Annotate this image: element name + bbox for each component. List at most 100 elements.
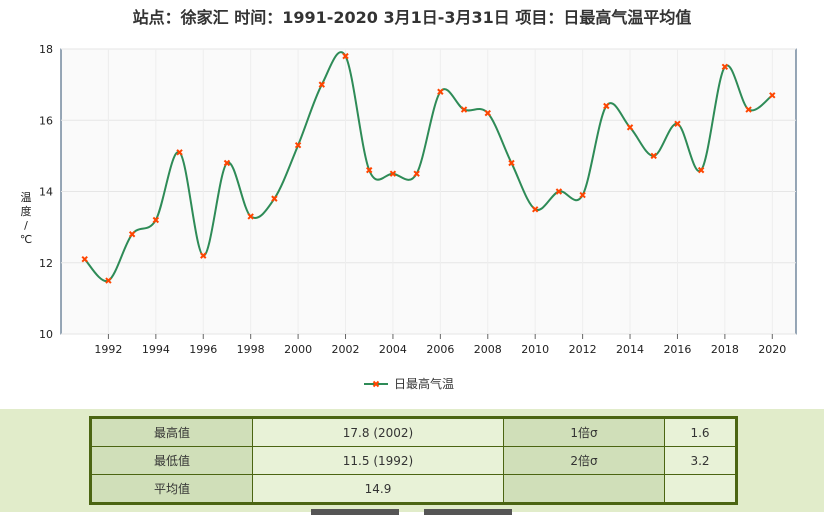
x-tick-label: 2008 [474,343,502,356]
y-tick-label: 14 [39,186,53,199]
marker-stroke [152,216,160,224]
data-point [318,81,326,88]
marker-stroke [200,252,207,259]
data-point [603,102,610,110]
stat-label: 1倍σ [503,417,665,447]
marker-stroke [342,52,349,60]
data-point [128,231,136,238]
y-tick-label: 18 [39,43,53,56]
marker-stroke [531,206,539,213]
action-button[interactable] [424,509,512,515]
marker-stroke [318,81,326,88]
data-point [460,106,468,113]
x-tick-label: 1994 [142,343,170,356]
stat-value: 17.8 (2002) [252,417,504,447]
data-point [223,159,231,167]
marker-stroke [603,102,610,110]
y-axis-label-char: ℃ [20,233,32,246]
x-tick-label: 2012 [569,343,597,356]
marker-stroke [745,106,752,113]
x-tick-label: 2010 [521,343,549,356]
x-tick-label: 2002 [332,343,360,356]
stats-table: 最高值 17.8 (2002) 1倍σ 1.6 最低值 11.5 (1992) … [89,416,738,505]
data-point [674,120,681,128]
data-point [247,213,254,220]
data-point [508,159,515,167]
y-tick-label: 10 [39,328,53,341]
data-point [745,106,752,113]
stat-value [664,474,737,504]
data-point [579,191,586,199]
marker-stroke [437,88,444,95]
data-point [721,63,729,71]
x-tick-label: 2020 [758,343,786,356]
marker-stroke [247,213,254,220]
y-axis-label-char: 度 [21,204,32,218]
marker-stroke [81,255,88,263]
y-axis-label: 温度/℃ [20,191,32,246]
marker-stroke [105,277,112,284]
marker-stroke [223,159,231,167]
data-point [484,109,491,117]
data-point [555,188,563,195]
data-point [176,149,183,156]
axes: 10 12 14 16 18 1992 1994 1996 1998 2000 2002 2004 20… [39,43,786,356]
table-row: 最低值 11.5 (1992) 2倍σ 3.2 [90,446,737,475]
legend-label: 日最高气温 [394,376,454,391]
data-point [769,92,776,99]
data-point [650,152,657,160]
marker-stroke [372,380,380,388]
stat-label: 2倍σ [503,446,665,475]
marker-stroke [128,231,136,238]
grid-lines [61,48,796,335]
data-point [81,255,88,263]
table-row: 最高值 17.8 (2002) 1倍σ 1.6 [90,417,737,447]
data-point [437,88,444,95]
x-tick-label: 2006 [426,343,454,356]
action-button[interactable] [311,509,399,515]
marker-stroke [413,170,420,177]
marker-stroke [697,166,705,174]
marker-stroke [484,109,491,117]
data-point [413,170,420,177]
marker-stroke [555,188,563,195]
x-tick-label: 2004 [379,343,407,356]
marker-stroke [721,63,729,71]
legend[interactable]: 日最高气温 [364,376,454,391]
data-point [697,166,705,174]
x-tick-label: 2000 [284,343,312,356]
data-point [200,252,207,259]
x-tick-label: 1992 [94,343,122,356]
marker-stroke [674,120,681,128]
marker-stroke [579,191,586,199]
x-tick-label: 2018 [711,343,739,356]
legend-marker [372,380,380,388]
y-axis-label-char: 温 [21,191,32,204]
marker-stroke [460,106,468,113]
series-line [83,51,773,282]
stat-value: 11.5 (1992) [252,446,504,475]
stat-label [503,474,665,504]
y-tick-label: 16 [39,114,53,127]
table-row: 平均值 14.9 [90,474,737,504]
data-point [342,52,349,60]
data-point [626,124,634,131]
data-point [271,195,278,202]
y-axis-label-char: / [24,219,28,232]
marker-stroke [650,152,657,160]
marker-stroke [389,170,397,177]
stat-value: 3.2 [664,446,737,475]
stat-value: 1.6 [664,417,737,447]
stat-label: 最低值 [90,446,253,475]
data-point [366,166,373,174]
x-tick-label: 1996 [189,343,217,356]
marker-stroke [366,166,373,174]
x-tick-label: 2014 [616,343,644,356]
marker-stroke [769,92,776,99]
chart: 10 12 14 16 18 1992 1994 1996 1998 2000 2002 2004 20… [20,43,797,391]
stat-value: 14.9 [252,474,504,504]
stat-label: 最高值 [90,417,253,447]
data-point [531,206,539,213]
stat-label: 平均值 [90,474,253,504]
x-tick-label: 1998 [237,343,265,356]
